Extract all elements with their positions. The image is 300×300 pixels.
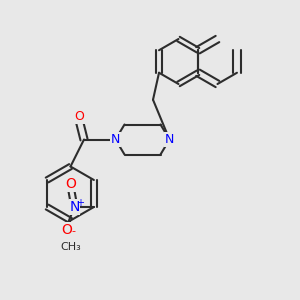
Text: -: - — [71, 226, 75, 236]
Text: N: N — [165, 133, 174, 146]
Text: O: O — [75, 110, 84, 124]
Text: N: N — [111, 133, 120, 146]
Text: CH₃: CH₃ — [60, 242, 81, 251]
Text: N: N — [69, 200, 80, 214]
Text: O: O — [62, 223, 73, 237]
Text: O: O — [65, 177, 76, 191]
Text: +: + — [76, 198, 84, 208]
